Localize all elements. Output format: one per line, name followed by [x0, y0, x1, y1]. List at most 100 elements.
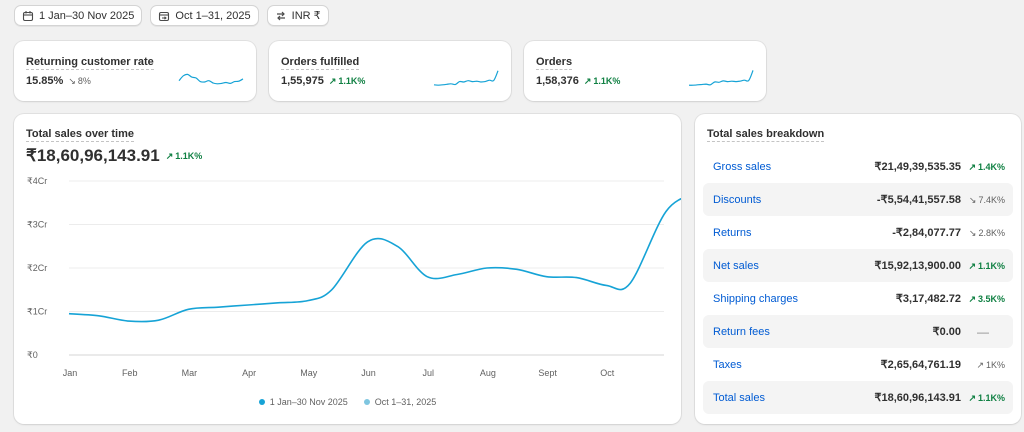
series-line — [68, 197, 681, 323]
chart-title: Total sales over time — [26, 128, 135, 142]
breakdown-link[interactable]: Taxes — [713, 358, 742, 371]
breakdown-value: ₹3,17,482.72 — [895, 293, 961, 305]
breakdown-link[interactable]: Gross sales — [713, 160, 772, 173]
arrow-down-icon: ↘ — [968, 227, 977, 238]
currency-button[interactable]: INR ₹ — [266, 5, 329, 26]
x-tick-label: May — [300, 368, 318, 378]
breakdown-row-shipping: Shipping charges ₹3,17,482.72 ↗ 3.5K% — [703, 282, 1013, 315]
date-range-label: 1 Jan–30 Nov 2025 — [39, 9, 135, 22]
breakdown-link[interactable]: Total sales — [713, 391, 765, 404]
x-tick-label: Aug — [480, 368, 496, 378]
breakdown-link[interactable]: Shipping charges — [713, 292, 799, 305]
x-tick-label: Oct — [600, 368, 615, 378]
breakdown-row-taxes: Taxes ₹2,65,64,761.19 ↗ 1K% — [703, 348, 1013, 381]
arrow-up-icon: ↗ — [968, 161, 976, 172]
arrow-down-icon: ↗ — [976, 359, 984, 370]
breakdown-value: ₹15,92,13,900.00 — [874, 260, 961, 272]
breakdown-delta: ↗ 3.5K% — [968, 293, 1005, 305]
metric-delta: ↗ 1.1K% — [583, 75, 621, 87]
breakdown-row-returns: Returns -₹2,84,077.77 ↘ 2.8K% — [703, 216, 1013, 249]
y-tick-label: ₹0 — [27, 350, 38, 360]
legend-dot — [363, 399, 370, 405]
x-tick-label: Mar — [182, 368, 198, 378]
total-sales-delta: ↗ 1.1K% — [165, 150, 203, 162]
x-tick-label: Jul — [422, 368, 434, 378]
metric-delta: ↗ 1.1K% — [328, 75, 366, 87]
metric-title: Returning customer rate — [26, 56, 154, 70]
sparkline-line — [688, 70, 754, 86]
x-tick-label: Apr — [242, 368, 256, 378]
sparkline — [178, 73, 244, 85]
metric-value: 1,58,376 — [536, 75, 579, 87]
breakdown-list: Gross sales ₹21,49,39,535.35 ↗ 1.4K% Disc… — [703, 150, 1013, 414]
x-tick-label: Sept — [538, 368, 557, 378]
currency-label: INR ₹ — [291, 10, 321, 22]
arrow-up-icon: ↗ — [968, 392, 976, 403]
y-tick-label: ₹1Cr — [27, 307, 47, 317]
no-change-indicator: — — [977, 324, 989, 339]
exchange-icon — [276, 11, 285, 20]
arrow-down-icon: ↘ — [68, 75, 76, 86]
chart-legend: 1 Jan–30 Nov 2025 Oct 1–31, 2025 — [14, 397, 681, 407]
arrow-up-icon: ↗ — [968, 293, 976, 304]
breakdown-value: ₹18,60,96,143.91 — [874, 392, 961, 404]
breakdown-delta: ↗ 1.1K% — [968, 392, 1005, 404]
x-tick-label: Feb — [122, 368, 138, 378]
arrow-up-icon: ↗ — [328, 75, 337, 86]
sparkline — [433, 70, 499, 86]
arrow-down-icon: ↘ — [968, 194, 977, 205]
legend-item-current[interactable]: 1 Jan–30 Nov 2025 — [258, 397, 348, 407]
breakdown-row-gross-sales: Gross sales ₹21,49,39,535.35 ↗ 1.4K% — [703, 150, 1013, 183]
breakdown-value: ₹21,49,39,535.35 — [874, 161, 961, 173]
x-tick-label: Jan — [63, 368, 78, 378]
date-range-button[interactable]: 1 Jan–30 Nov 2025 — [14, 5, 143, 26]
calendar-icon — [22, 10, 34, 21]
y-tick-label: ₹2Cr — [27, 263, 47, 273]
metric-card-orders-fulfilled[interactable]: Orders fulfilled 1,55,975 ↗ 1.1K% — [269, 41, 511, 101]
breakdown-delta: ↗ 1.4K% — [968, 161, 1005, 173]
breakdown-delta: ↘ 7.4K% — [968, 194, 1005, 206]
breakdown-row-total-sales: Total sales ₹18,60,96,143.91 ↗ 1.1K% — [703, 381, 1013, 414]
breakdown-value: -₹2,84,077.77 — [892, 227, 961, 239]
breakdown-link[interactable]: Discounts — [713, 193, 762, 206]
filter-bar: 1 Jan–30 Nov 2025 Oct 1–31, 2025 INR ₹ — [14, 5, 329, 26]
breakdown-value: ₹2,65,64,761.19 — [880, 359, 961, 371]
arrow-up-icon: ↗ — [968, 260, 976, 271]
metric-title: Orders — [536, 56, 573, 70]
breakdown-value: -₹5,54,41,557.58 — [876, 194, 961, 206]
metric-card-orders[interactable]: Orders 1,58,376 ↗ 1.1K% — [524, 41, 766, 101]
legend-dot — [258, 399, 265, 405]
breakdown-delta: ↘ 2.8K% — [968, 227, 1005, 239]
metric-title: Orders fulfilled — [281, 56, 360, 70]
x-tick-label: Jun — [361, 368, 376, 378]
calendar-compare-icon — [159, 11, 170, 21]
sparkline — [688, 70, 754, 86]
y-tick-label: ₹3Cr — [27, 220, 47, 230]
y-tick-label: ₹4Cr — [27, 176, 47, 186]
sparkline-line — [178, 73, 244, 85]
compare-range-label: Oct 1–31, 2025 — [175, 9, 251, 22]
breakdown-delta: ↗ 1.1K% — [968, 260, 1005, 272]
metric-delta: ↘ 8% — [68, 75, 91, 87]
sales-chart-card: Total sales over time ₹18,60,96,143.91 ↗… — [14, 114, 681, 424]
total-sales-value: ₹18,60,96,143.91 — [26, 146, 160, 165]
legend-item-comparison[interactable]: Oct 1–31, 2025 — [363, 397, 437, 407]
metric-value: 15.85% — [26, 75, 64, 87]
metric-value: 1,55,975 — [281, 75, 324, 87]
arrow-up-icon: ↗ — [165, 150, 174, 161]
compare-range-button[interactable]: Oct 1–31, 2025 — [150, 5, 259, 26]
metric-card-returning-rate[interactable]: Returning customer rate 15.85% ↘ 8% — [14, 41, 256, 101]
legend-label: 1 Jan–30 Nov 2025 — [269, 397, 348, 407]
arrow-up-icon: ↗ — [583, 75, 592, 86]
breakdown-row-return-fees: Return fees ₹0.00 — — [703, 315, 1013, 348]
sparkline-line — [433, 70, 499, 86]
breakdown-value: ₹0.00 — [932, 326, 961, 338]
breakdown-row-discounts: Discounts -₹5,54,41,557.58 ↘ 7.4K% — [703, 183, 1013, 216]
breakdown-link[interactable]: Returns — [713, 226, 752, 239]
breakdown-link[interactable]: Net sales — [713, 259, 759, 272]
sales-breakdown-card: Total sales breakdown Gross sales ₹21,49… — [695, 114, 1021, 424]
legend-label: Oct 1–31, 2025 — [374, 397, 437, 407]
breakdown-link[interactable]: Return fees — [713, 325, 770, 338]
breakdown-title: Total sales breakdown — [707, 128, 825, 142]
breakdown-delta: ↗ 1K% — [976, 359, 1005, 371]
